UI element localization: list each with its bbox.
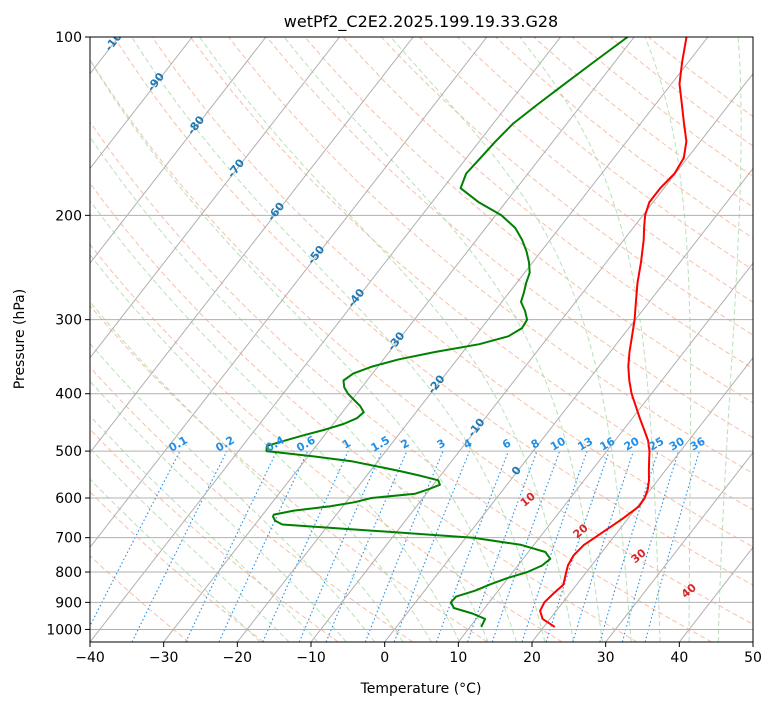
dry-adiabat-line [533,37,753,208]
dry-adiabat-line [90,428,339,642]
mixing-ratio-line [364,450,444,642]
y-tick-label: 1000 [46,622,82,638]
plot-frame [89,36,754,643]
y-tick-label: 700 [55,531,82,547]
isotherm-line [531,357,753,642]
x-tick-label: 0 [380,650,389,666]
y-tick-label: 400 [55,387,82,403]
isotherm-line [90,37,193,170]
moist-adiabat-line [644,37,692,642]
isotherm-line [90,37,488,549]
mixing-ratio-line [599,450,659,642]
y-tick-label: 200 [55,208,82,224]
dry-adiabat-line [495,37,753,239]
dry-adiabat-line [380,37,753,336]
isotherm-line [605,451,753,642]
isotherm-line [90,37,414,454]
dry-adiabat-line [571,37,753,177]
pressure-gridlines [90,37,753,630]
y-tick-label: 600 [55,491,82,507]
plot-area: 0.1 0.2 0.4 0.6 1 1.5 2 3 4 6 8 10 13 16 20 25 30 36-100-… [90,37,753,642]
sounding-series [265,37,688,628]
y-axis: 100 200 300 400 500 600 700 800 900 1000 [46,30,90,638]
y-tick-label: 300 [55,313,82,329]
moist-adiabat-line [283,37,603,642]
x-tick-label: −10 [296,650,326,666]
moist-adiabat-line [199,37,575,642]
dry-adiabats [90,37,753,642]
mixing-ratio-line [298,450,383,642]
x-axis-label: Temperature (°C) [360,681,482,697]
mixing-ratio-line [491,450,561,642]
dewpoint-line [265,37,629,628]
dry-adiabat-line [90,366,414,642]
isotherm-line [163,37,635,642]
mixing-ratio-line [466,450,538,642]
y-tick-label: 800 [55,565,82,581]
x-tick-label: 20 [523,650,541,666]
mixing-ratio-line [621,450,680,642]
x-tick-label: −20 [223,650,253,666]
dry-adiabat-line [304,37,753,404]
x-tick-label: −30 [149,650,179,666]
moist-adiabat-line [90,199,461,642]
dry-adiabat-line [457,37,753,271]
dry-adiabat-line [113,37,753,586]
mixing-ratio-line [545,450,610,642]
isotherm-line [236,37,709,642]
mixing-ratio-line [325,450,408,642]
y-tick-label: 500 [55,444,82,460]
y-tick-label: 900 [55,595,82,611]
moist-adiabat-line [90,380,347,642]
x-tick-label: 10 [449,650,467,666]
isotherm-line [457,262,753,642]
moist-adiabat-line [90,447,290,642]
moist-adiabat-line [90,478,261,642]
mixing-ratio-line [262,450,349,642]
isotherm-line [384,167,753,642]
moist-adiabat-line [131,37,546,642]
dry-adiabat-line [151,37,753,548]
moist-adiabats [90,37,742,642]
moist-adiabat-line [519,37,661,642]
isotherm-line [90,37,340,359]
moist-adiabat-line [390,37,632,642]
dry-adiabat-line [90,58,753,625]
temperature-line [539,37,688,628]
x-tick-label: 40 [670,650,688,666]
moist-adiabat-line [717,37,742,642]
dry-adiabat-line [342,37,753,370]
y-tick-label: 100 [55,30,82,46]
mixing-ratio-line [435,450,510,642]
isotherm-line [90,37,561,642]
moist-adiabat-line [90,415,319,642]
moist-adiabat-line [90,253,432,642]
x-axis: −40 −30 −20 −10 0 10 20 30 40 50 [75,642,762,666]
mixing-ratio-line [521,450,588,642]
x-tick-label: 30 [597,650,615,666]
dry-adiabat-line [90,121,712,642]
chart-title: wetPf2_C2E2.2025.199.19.33.G28 [284,12,558,32]
moist-adiabat-line [90,300,404,642]
y-axis-label: Pressure (hPa) [12,289,28,389]
moist-adiabat-line [90,136,489,642]
isotherm-line [90,37,267,264]
mixing-ratio-line [572,450,634,642]
isotherm-line [310,72,753,642]
moist-adiabat-line [90,59,517,642]
x-tick-label: −40 [75,650,105,666]
dry-adiabat-line [90,304,488,642]
x-tick-label: 50 [744,650,762,666]
isotherms [90,37,753,642]
dry-adiabat-line [266,37,753,439]
